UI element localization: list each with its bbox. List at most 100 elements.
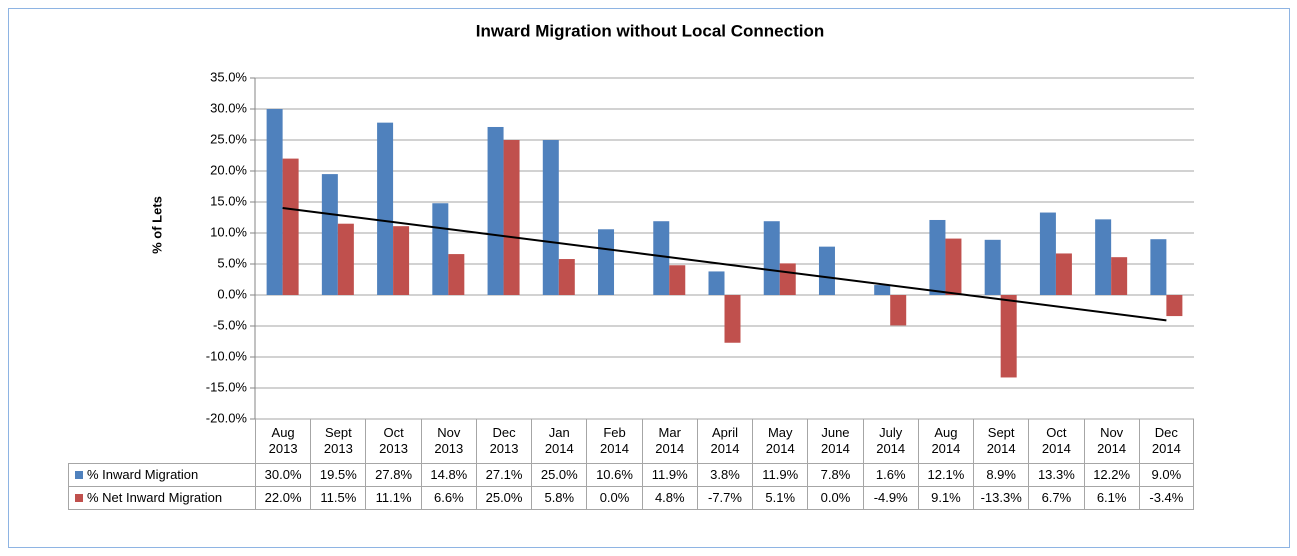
bar [1111, 257, 1128, 295]
bar [1166, 295, 1183, 317]
data-table-value: 11.9% [752, 463, 808, 486]
y-tick-label: 0.0% [217, 286, 247, 301]
bar [558, 259, 575, 295]
data-table-value-text: 12.1% [927, 467, 965, 482]
data-table-value: 14.8% [420, 463, 476, 486]
data-table-value-text: -13.3% [980, 490, 1022, 505]
bar [779, 263, 796, 295]
chart-border [8, 8, 1290, 548]
bar [503, 140, 520, 295]
x-tick-label: Oct 2014 [1028, 419, 1083, 463]
data-table-value-text: 11.9% [762, 467, 799, 482]
bar [653, 221, 670, 295]
x-tick-label: Dec 2014 [1138, 419, 1194, 463]
x-tick-label-text: Jan 2014 [544, 425, 574, 456]
data-table-value: -3.4% [1138, 486, 1194, 510]
data-table-value: 0.0% [807, 486, 863, 510]
data-table-value: 25.0% [531, 463, 587, 486]
data-table-value: 9.1% [917, 486, 974, 510]
data-table-value-text: 27.8% [375, 467, 413, 482]
bar [708, 271, 725, 295]
data-table-value-text: 6.1% [1096, 490, 1127, 505]
data-table-value-text: 10.6% [596, 467, 633, 482]
data-table-value-text: 5.8% [544, 490, 575, 505]
y-tick-label: 35.0% [210, 69, 247, 84]
data-table-value: 9.0% [1138, 463, 1194, 486]
x-tick-label: Feb 2014 [586, 419, 641, 463]
data-table-value: 11.5% [310, 486, 366, 510]
bar [1150, 239, 1167, 295]
x-tick-label-text: Oct 2013 [379, 425, 409, 456]
data-table-value: 13.3% [1028, 463, 1084, 486]
x-tick-label-text: Nov 2013 [434, 425, 464, 456]
data-table-value: 11.9% [641, 463, 697, 486]
data-table-value-text: -4.9% [873, 490, 908, 505]
data-table-value: 1.6% [862, 463, 918, 486]
data-table-value-text: 14.8% [430, 467, 468, 482]
bar [432, 203, 449, 295]
data-table-value: 4.8% [641, 486, 697, 510]
data-table-value-text: 12.2% [1093, 467, 1131, 482]
x-tick-label-text: July 2014 [876, 425, 906, 456]
trendline [282, 206, 1167, 322]
data-table-value-text: 11.1% [375, 490, 412, 505]
x-tick-label: Nov 2013 [420, 419, 476, 463]
data-table-value: 5.1% [752, 486, 808, 510]
x-tick-label: July 2014 [862, 419, 918, 463]
bar [1000, 295, 1017, 378]
legend-swatch [75, 494, 83, 502]
y-tick-label: -10.0% [206, 348, 248, 363]
data-table-value: 22.0% [255, 486, 311, 510]
x-tick-label-text: Aug 2013 [268, 425, 298, 456]
y-tick-label: -5.0% [213, 317, 247, 332]
data-table-value-text: -3.4% [1149, 490, 1184, 505]
legend-label: % Net Inward Migration [87, 490, 223, 505]
x-tick-label-text: Feb 2014 [600, 425, 629, 456]
data-table-value-text: 1.6% [875, 467, 906, 482]
x-tick-label: Jan 2014 [531, 419, 586, 463]
y-axis-label: % of Lets [149, 196, 164, 254]
data-table-value: 8.9% [973, 463, 1029, 486]
data-table-value: 27.1% [475, 463, 532, 486]
data-table-value: 0.0% [586, 486, 642, 510]
data-table-value-text: 9.1% [931, 490, 961, 505]
x-tick-label-text: April 2014 [710, 425, 740, 456]
x-tick-label: Aug 2014 [917, 419, 973, 463]
x-tick-label: Sept 2014 [973, 419, 1028, 463]
bar [337, 223, 354, 295]
data-table-value: 30.0% [255, 463, 311, 486]
y-tick-label: 30.0% [210, 100, 247, 115]
chart-title: Inward Migration without Local Connectio… [476, 21, 824, 40]
legend-entry: % Net Inward Migration [68, 486, 255, 510]
data-table-value-text: 6.7% [1041, 490, 1072, 505]
bar [724, 295, 741, 343]
legend-entry: % Inward Migration [68, 463, 255, 486]
x-tick-label: Dec 2013 [475, 419, 531, 463]
bar [598, 229, 615, 295]
bar [1055, 253, 1072, 295]
y-tick-label: 20.0% [210, 162, 247, 177]
bar [818, 246, 835, 295]
bar [763, 221, 780, 295]
x-tick-label-text: Dec 2014 [1151, 425, 1181, 456]
x-tick-label: Sept 2013 [310, 419, 365, 463]
data-table-value-text: 9.0% [1151, 467, 1182, 482]
bar [929, 219, 946, 295]
bar [393, 226, 410, 295]
x-tick-label-text: Sept 2014 [986, 425, 1016, 456]
data-table-value: -7.7% [696, 486, 753, 510]
x-tick-label: Aug 2013 [255, 419, 310, 463]
data-table-value: 6.7% [1028, 486, 1084, 510]
data-table-value-text: 27.1% [485, 467, 523, 482]
bar [542, 140, 559, 295]
y-tick-label: 25.0% [210, 131, 247, 146]
x-tick-label: June 2014 [807, 419, 862, 463]
x-tick-label-text: Dec 2013 [489, 425, 519, 456]
data-table-value-text: 30.0% [264, 467, 302, 482]
bar [282, 158, 299, 295]
data-table-value-text: 0.0% [820, 490, 851, 505]
bar [945, 238, 962, 295]
bar [890, 295, 907, 326]
x-tick-label-text: Sept 2013 [323, 425, 353, 456]
